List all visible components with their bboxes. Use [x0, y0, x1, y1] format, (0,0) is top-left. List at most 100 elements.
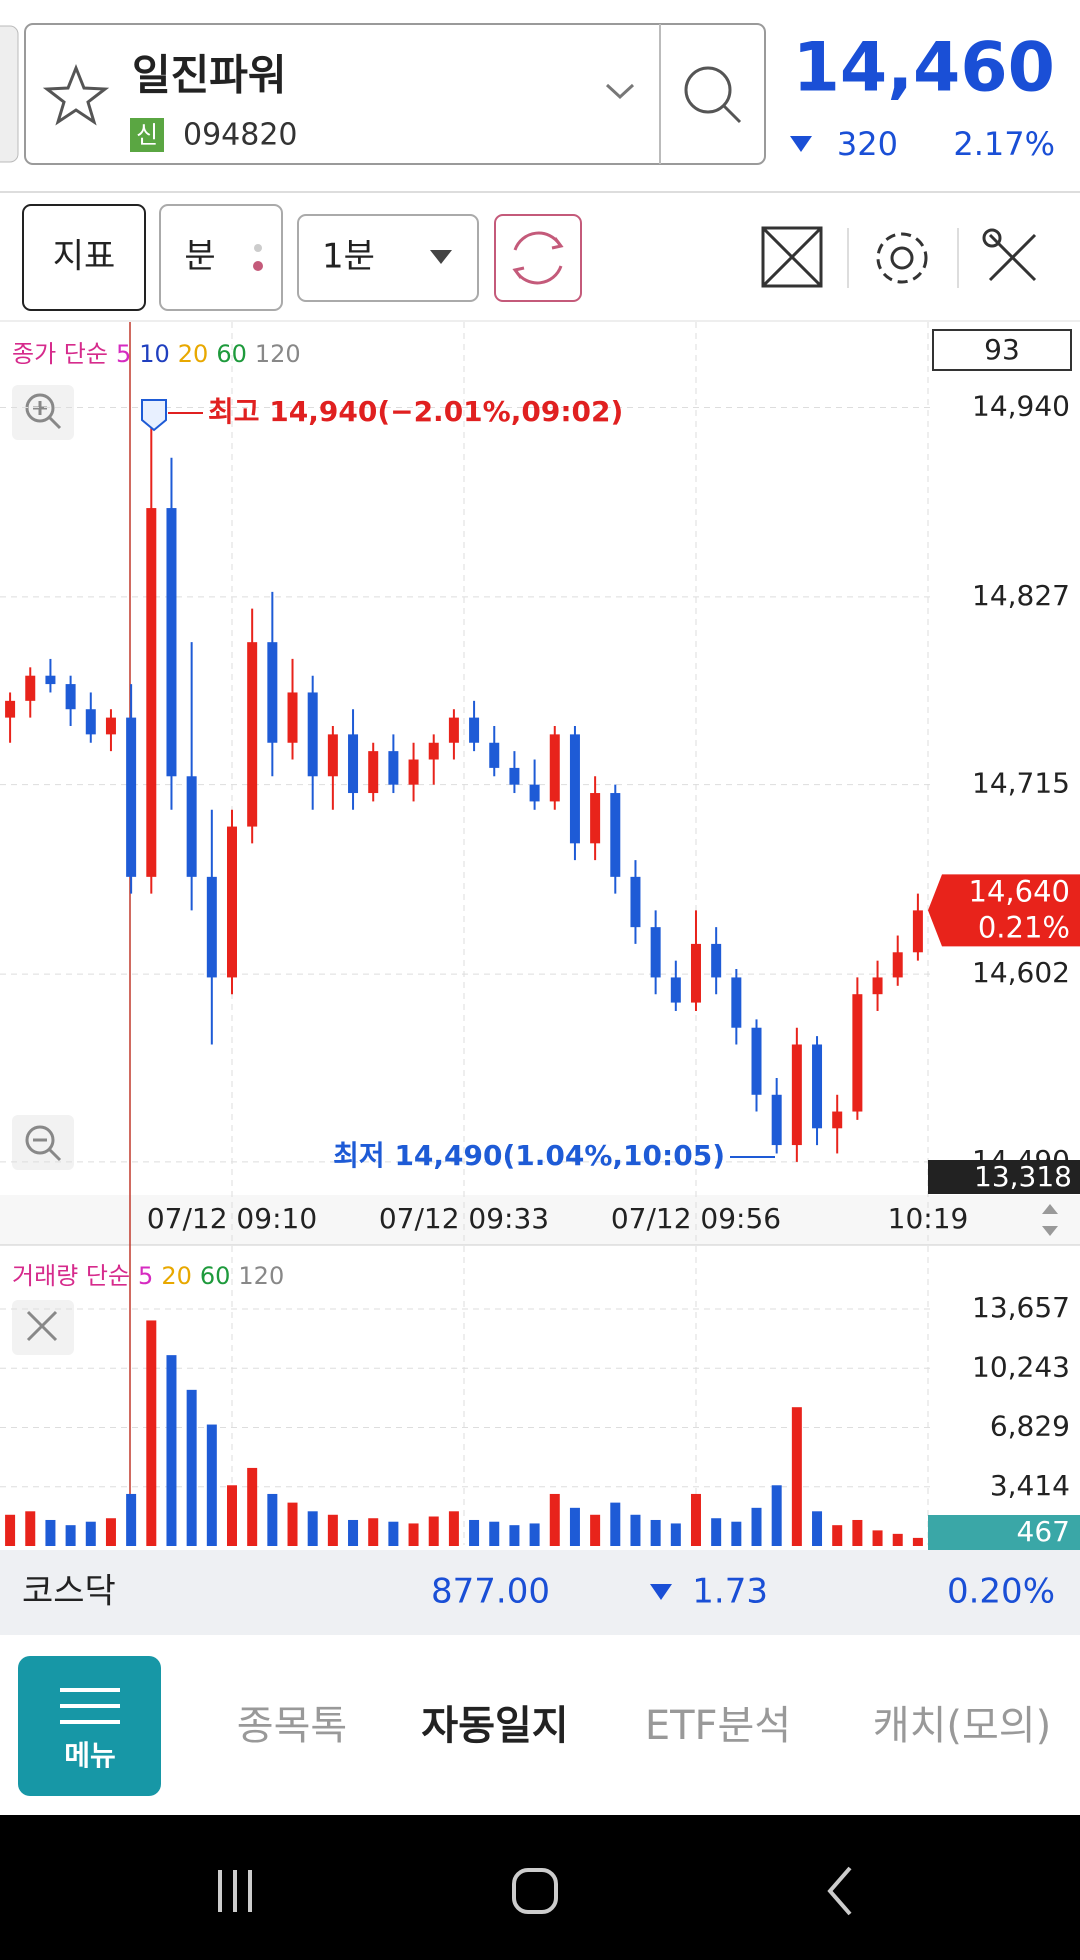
menu-button[interactable]	[18, 1656, 161, 1796]
volume-bar	[549, 1493, 560, 1546]
stock-name: 일진파워	[132, 51, 287, 100]
candle-body	[388, 751, 399, 785]
low-annotation: 최저 14,490(1.04%,10:05)	[333, 1139, 725, 1172]
volume-chart: 3,414 6,829 10,243 13,657 거래량 단순 5 20 60 120 467	[0, 1262, 1080, 1551]
volume-bar	[226, 1485, 237, 1546]
expand-icon[interactable]	[761, 226, 823, 288]
candle-body	[630, 876, 641, 928]
candle-body	[791, 1044, 802, 1146]
bottom-box-text: 13,318	[974, 1160, 1072, 1193]
refresh-icon-arrows	[512, 237, 564, 279]
candle-body	[105, 717, 116, 735]
menu-label: 메뉴	[64, 1739, 116, 1772]
zoom-in[interactable]	[12, 385, 74, 440]
nav-tab[interactable]: ETF분석	[645, 1703, 791, 1749]
volume-bar	[428, 1516, 439, 1546]
volume-bar	[206, 1424, 217, 1546]
volume-bar	[771, 1485, 782, 1546]
down-arrow	[650, 1584, 672, 1600]
candle-body	[45, 675, 56, 685]
high-annotation: 최고 14,940(−2.01%,09:02)	[208, 395, 623, 428]
y-tick-label: 14,940	[972, 389, 1070, 422]
indicator-button[interactable]	[22, 204, 146, 311]
select-arrow	[430, 250, 452, 264]
legend-item: 60	[200, 1262, 231, 1290]
tools-icon[interactable]	[982, 228, 1037, 282]
volume-bar	[45, 1519, 56, 1546]
candle-body	[670, 977, 681, 1003]
refresh-button[interactable]	[494, 214, 582, 302]
candle-body	[206, 876, 217, 978]
menu-icon	[60, 1688, 120, 1724]
y-tick-label: 14,602	[972, 956, 1070, 989]
volume-bar	[690, 1493, 701, 1546]
candle-body	[327, 734, 338, 777]
down-arrow	[790, 136, 812, 152]
volume-bar	[408, 1523, 419, 1546]
high-marker	[141, 399, 167, 432]
volume-bar	[5, 1514, 16, 1546]
price-change-pct: 2.17%	[953, 125, 1055, 163]
zoom-out[interactable]	[12, 1115, 74, 1170]
current-volume-box	[928, 1515, 1080, 1551]
period-label: 분	[184, 237, 215, 277]
price-change: 320	[837, 125, 898, 163]
recent-apps[interactable]	[218, 1870, 252, 1912]
candle-body	[590, 793, 601, 844]
stock-code: 094820	[183, 118, 298, 153]
badge	[130, 118, 164, 152]
volume-bar	[348, 1519, 359, 1546]
volume-bar	[670, 1523, 681, 1546]
volume-bar	[650, 1519, 661, 1546]
candle-body	[690, 943, 701, 1003]
x-tick-label: 07/12 09:56	[611, 1202, 781, 1235]
volume-bar	[590, 1514, 601, 1546]
dropdown-chevron[interactable]	[605, 83, 635, 100]
legend: 거래량 단순 5 20 60 120	[12, 1262, 284, 1290]
volume-bar	[247, 1467, 258, 1546]
candle-body	[408, 759, 419, 785]
search-icon-handle	[722, 104, 742, 124]
candle-body	[448, 717, 459, 743]
legend: 종가 단순 5 10 20 60 120	[12, 340, 301, 368]
scroll-arrows[interactable]	[1042, 1204, 1058, 1236]
nav-tab[interactable]: 자동일지	[421, 1703, 568, 1749]
candle-body	[751, 1027, 762, 1095]
volume-bar	[852, 1519, 863, 1546]
legend-item: 5	[138, 1262, 153, 1290]
favorite-star[interactable]	[42, 63, 110, 126]
market-change: 1.73	[692, 1572, 768, 1612]
settings-icon[interactable]	[876, 232, 928, 284]
side-handle[interactable]	[0, 25, 19, 163]
volume-bar	[388, 1521, 399, 1546]
y-tick-label: 3,414	[990, 1469, 1070, 1502]
search-icon[interactable]	[684, 66, 732, 114]
candle-body	[25, 675, 36, 701]
period-button[interactable]	[159, 204, 283, 311]
nav-tab[interactable]: 캐치(모의)	[873, 1703, 1051, 1749]
candle-body	[368, 751, 379, 794]
close-volume[interactable]	[12, 1300, 74, 1355]
volume-bar	[872, 1530, 883, 1546]
stock-box[interactable]	[24, 23, 766, 165]
interval-select[interactable]	[297, 214, 479, 302]
home[interactable]	[512, 1868, 558, 1914]
legend-item: 5	[116, 340, 131, 368]
candle-body	[287, 692, 298, 743]
candle-body	[771, 1094, 782, 1146]
legend-item: 120	[255, 340, 301, 368]
volume-bar	[448, 1511, 459, 1546]
candle-body	[348, 734, 359, 794]
badge-text: 신	[136, 121, 158, 149]
nav-tab[interactable]: 종목톡	[237, 1703, 347, 1749]
back[interactable]	[827, 1866, 852, 1916]
volume-bar	[489, 1521, 500, 1546]
interval-label: 1분	[322, 237, 375, 277]
legend-title: 거래량 단순	[12, 1262, 130, 1290]
candle-body	[892, 952, 903, 978]
x-tick-label: 07/12 09:33	[379, 1202, 549, 1235]
x-tick-label: 10:19	[888, 1202, 969, 1235]
indicator-label: 지표	[53, 237, 116, 277]
volume-bar	[711, 1518, 722, 1546]
bottom-box	[928, 1160, 1080, 1194]
